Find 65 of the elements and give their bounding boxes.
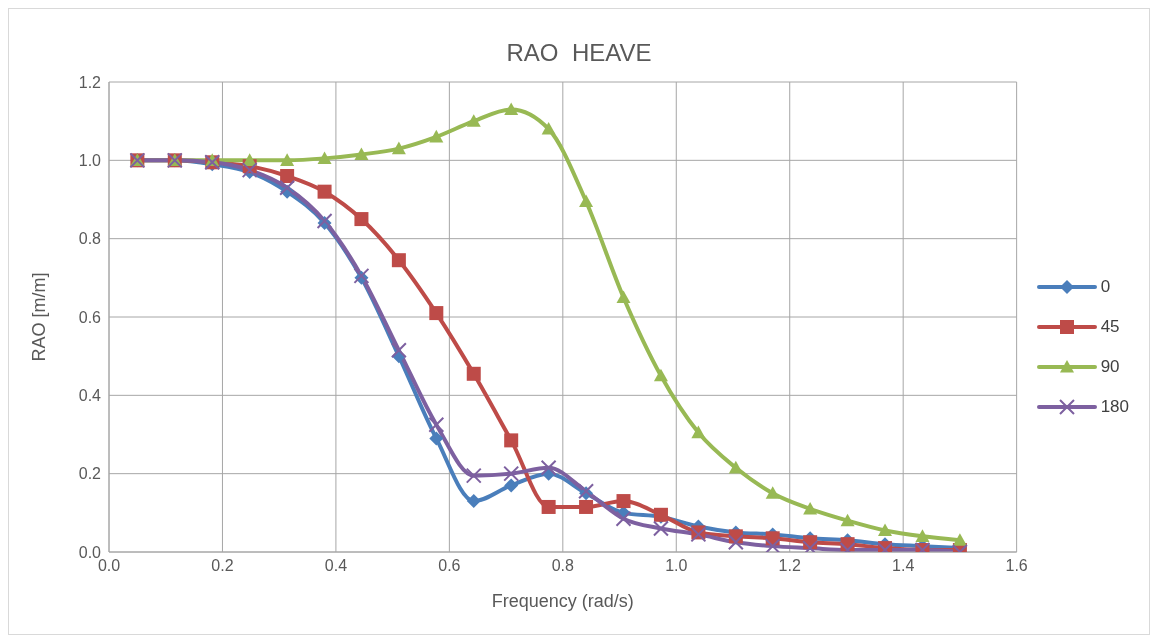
y-axis-title: RAO [m/m] <box>29 272 50 362</box>
y-tick-label: 1.2 <box>78 73 102 91</box>
point <box>429 306 444 321</box>
y-tick-label: 0.8 <box>78 230 102 248</box>
legend-label: 90 <box>1100 357 1120 377</box>
x-tick-label: 0.6 <box>438 557 461 575</box>
y-tick-label: 1.0 <box>78 152 102 170</box>
legend-label: 0 <box>1100 277 1111 297</box>
legend-label: 180 <box>1100 397 1129 417</box>
point <box>466 366 481 381</box>
point <box>504 433 519 448</box>
chart-title: RAO HEAVE <box>505 39 653 67</box>
y-tick-label: 0.4 <box>78 387 102 405</box>
x-tick-label: 0.4 <box>324 557 348 575</box>
point <box>764 538 781 552</box>
point <box>616 494 631 509</box>
point <box>242 153 257 166</box>
point <box>840 513 855 527</box>
point <box>579 194 594 208</box>
point <box>354 147 369 161</box>
point <box>541 499 556 514</box>
x-tick-label: 1.6 <box>1005 557 1028 575</box>
point <box>727 534 744 551</box>
point <box>728 460 743 474</box>
point <box>615 510 632 527</box>
point <box>279 179 296 196</box>
point <box>354 212 369 227</box>
y-tick-label: 0.2 <box>78 465 102 483</box>
point <box>541 122 556 135</box>
x-tick-label: 1.2 <box>778 557 801 575</box>
point <box>465 467 482 484</box>
x-tick-label: 0.8 <box>551 557 575 575</box>
point <box>915 529 930 542</box>
point <box>653 368 668 382</box>
point <box>390 342 407 359</box>
point <box>391 141 406 155</box>
x-tick-label: 1.4 <box>892 557 915 575</box>
point <box>952 533 967 546</box>
point <box>652 520 669 537</box>
point <box>317 184 332 199</box>
point <box>540 459 557 476</box>
point <box>504 102 519 116</box>
point <box>504 478 519 493</box>
point <box>280 153 295 166</box>
point <box>428 416 445 433</box>
point <box>391 253 406 268</box>
x-tick-label: 0.0 <box>97 557 121 575</box>
point <box>616 290 631 304</box>
point <box>579 499 594 514</box>
point <box>878 523 893 537</box>
point <box>765 486 780 499</box>
point <box>503 465 520 482</box>
point <box>429 431 444 446</box>
point <box>466 114 481 127</box>
x-tick-label: 0.2 <box>211 557 234 575</box>
point <box>317 151 332 164</box>
point <box>280 169 295 183</box>
point <box>429 129 444 143</box>
x-tick-label: 1.0 <box>665 557 688 575</box>
point <box>691 425 706 439</box>
x-axis-title: Frequency (rad/s) <box>491 591 634 611</box>
y-tick-label: 0.6 <box>78 308 102 326</box>
point <box>466 494 481 509</box>
legend-label: 45 <box>1100 317 1120 337</box>
point <box>803 501 818 515</box>
